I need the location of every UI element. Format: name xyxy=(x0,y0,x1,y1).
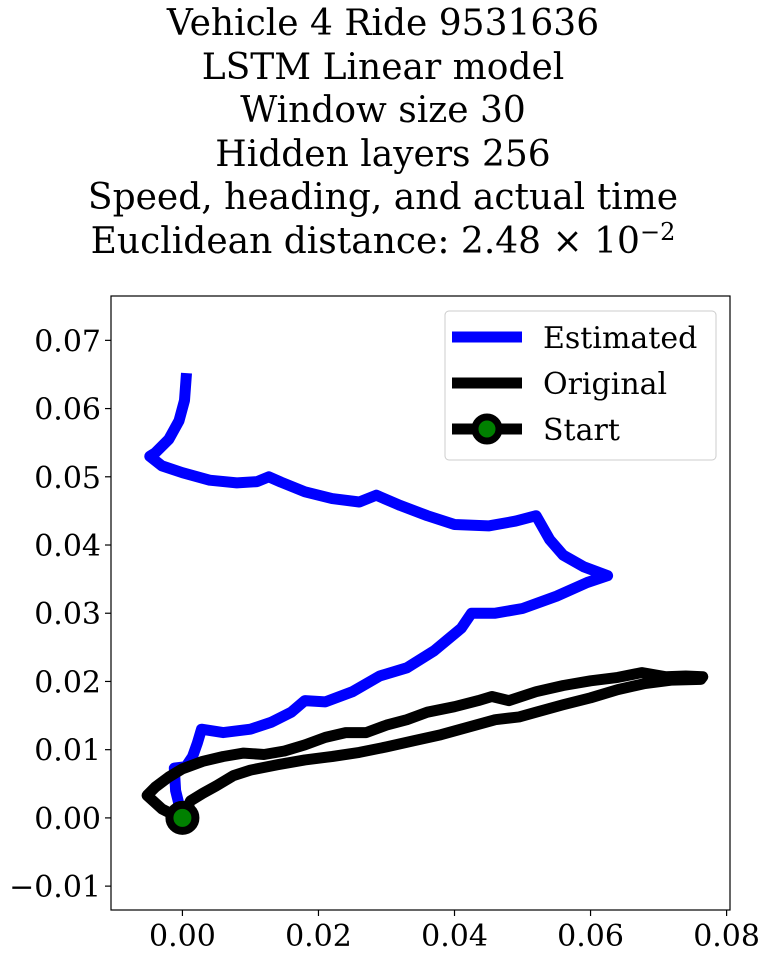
distance-exponent: −2 xyxy=(639,217,676,246)
title-line-4: Hidden layers 256 xyxy=(215,133,551,175)
y-tick-label: 0.02 xyxy=(34,665,101,700)
y-tick-label: 0.07 xyxy=(34,324,101,359)
legend-label-start: Start xyxy=(543,413,620,448)
x-tick-label: 0.08 xyxy=(693,919,760,954)
title-line-5: Speed, heading, and actual time xyxy=(87,177,679,218)
legend-swatch-start-marker xyxy=(471,413,503,445)
x-tick-label: 0.00 xyxy=(149,919,216,954)
x-tick-label: 0.04 xyxy=(421,919,488,954)
legend-label-estimated: Estimated xyxy=(543,321,697,356)
series-line-estimated xyxy=(144,372,614,820)
title-line-2: LSTM Linear model xyxy=(201,46,565,88)
x-tick-label: 0.06 xyxy=(557,919,624,954)
title-line-6: Euclidean distance: 2.48 × 10−2 xyxy=(0,220,766,264)
axes-frame xyxy=(110,295,731,911)
start-marker xyxy=(165,800,200,835)
y-tick-label: 0.04 xyxy=(34,529,101,564)
distance-text: Euclidean distance: 2.48 × 10 xyxy=(90,220,640,262)
legend: Estimated Original Start xyxy=(444,310,717,461)
legend-label-original: Original xyxy=(543,367,667,402)
legend-frame xyxy=(444,310,717,461)
series-line-original xyxy=(141,667,709,834)
y-tick-label: −0.01 xyxy=(9,870,101,905)
y-tick-label: 0.00 xyxy=(34,802,101,837)
title-line-3: Window size 30 xyxy=(240,90,526,131)
y-tick-label: 0.01 xyxy=(34,734,101,769)
y-tick-label: 0.03 xyxy=(34,597,101,632)
x-tick-label: 0.02 xyxy=(285,919,352,954)
title-line-1: Vehicle 4 Ride 9531636 xyxy=(166,3,600,44)
chart-title: Vehicle 4 Ride 9531636 LSTM Linear model… xyxy=(0,2,766,263)
series-layer xyxy=(141,372,709,834)
y-tick-label: 0.06 xyxy=(34,393,101,428)
y-tick-label: 0.05 xyxy=(34,461,101,496)
x-axis: 0.00 0.02 0.04 0.06 0.08 xyxy=(149,910,760,954)
y-axis: −0.01 0.00 0.01 0.02 0.03 0.04 0.05 0.06 0.07 xyxy=(9,324,111,905)
marker-layer xyxy=(165,800,200,835)
